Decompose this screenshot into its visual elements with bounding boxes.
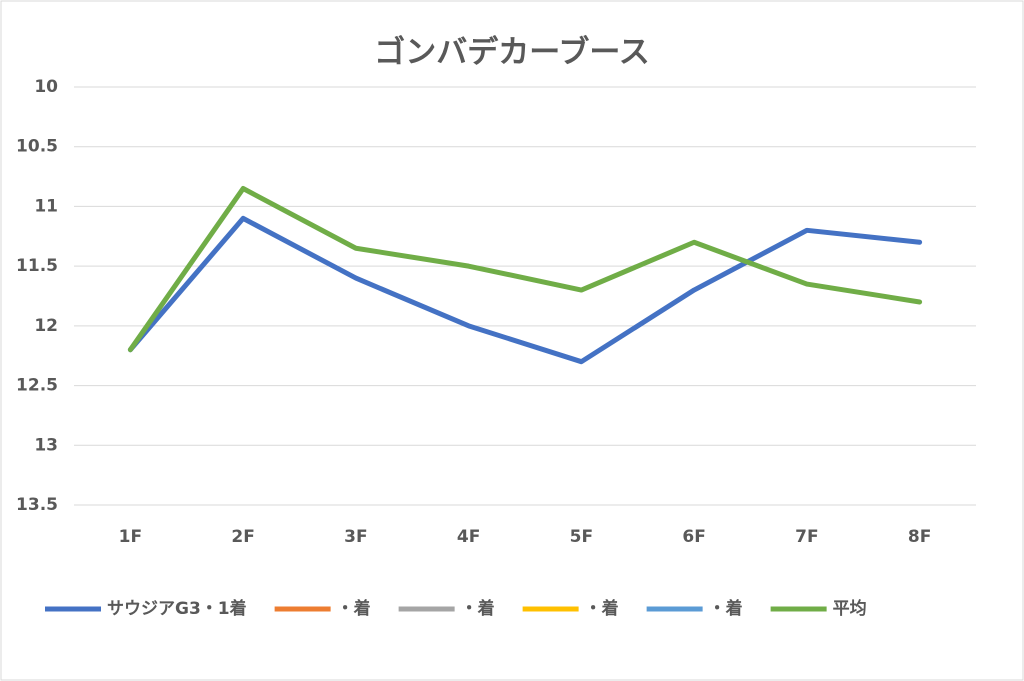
legend-label: サウジアG3・1着 xyxy=(107,598,247,619)
x-tick-label: 3F xyxy=(344,527,367,547)
legend-label: ・着 xyxy=(461,598,495,619)
y-tick-label: 13.5 xyxy=(16,495,58,515)
y-tick-label: 11.5 xyxy=(16,256,58,276)
y-tick-label: 11 xyxy=(34,196,58,216)
y-tick-label: 10 xyxy=(34,77,58,97)
chart-title: ゴンバデカーブース xyxy=(374,35,650,71)
y-tick-label: 10.5 xyxy=(16,137,58,157)
y-tick-label: 13 xyxy=(34,435,58,455)
x-tick-label: 7F xyxy=(795,527,818,547)
x-tick-label: 5F xyxy=(570,527,593,547)
x-tick-label: 4F xyxy=(457,527,480,547)
legend-label: 平均 xyxy=(833,598,867,619)
y-tick-label: 12 xyxy=(34,316,58,336)
legend-label: ・着 xyxy=(585,598,619,619)
x-tick-label: 6F xyxy=(682,527,705,547)
data-line xyxy=(127,215,923,365)
legend-label: ・着 xyxy=(337,598,371,619)
x-tick-label: 2F xyxy=(231,527,254,547)
x-tick-label: 1F xyxy=(119,527,142,547)
legend-label: ・着 xyxy=(709,598,743,619)
y-tick-label: 12.5 xyxy=(16,376,58,396)
data-line xyxy=(127,186,923,353)
x-tick-label: 8F xyxy=(908,527,931,547)
